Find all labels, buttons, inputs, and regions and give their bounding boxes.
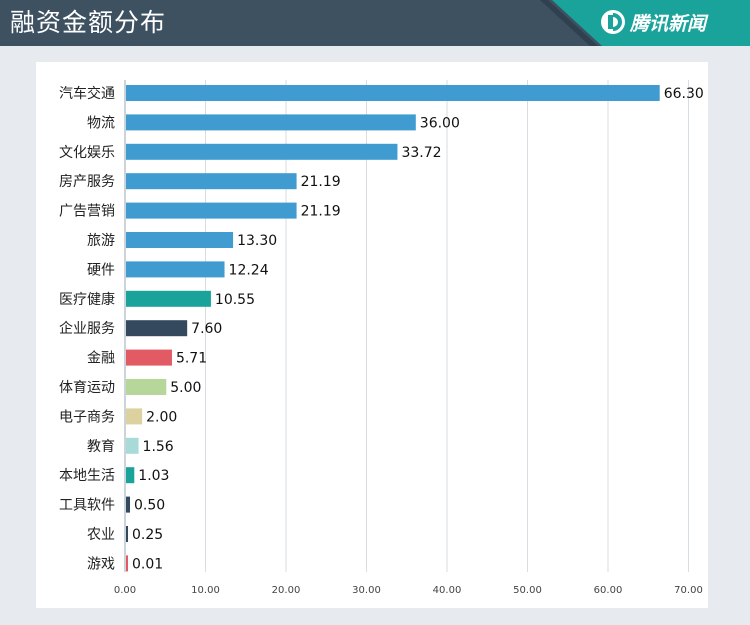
data-label: 36.00: [420, 115, 460, 131]
x-tick-label: 40.00: [433, 585, 462, 596]
category-label: 房产服务: [59, 174, 115, 190]
data-label: 2.00: [146, 409, 177, 425]
data-label: 1.56: [143, 439, 174, 455]
x-tick-label: 20.00: [272, 585, 301, 596]
bar-chart: 0.00 10.00 20.00 30.00 40.00 50.00 60.00 70.00 汽…: [59, 80, 704, 596]
data-label: 21.19: [301, 174, 341, 190]
data-label: 1.03: [138, 468, 169, 484]
brand-name: 腾讯新闻: [630, 12, 707, 35]
bar: [126, 232, 234, 248]
page-title: 融资金额分布: [10, 8, 167, 37]
tencent-news-logo-icon: [601, 10, 625, 34]
chart-panel: 0.00 10.00 20.00 30.00 40.00 50.00 60.00 70.00 汽…: [36, 62, 708, 608]
brand-banner: [540, 0, 750, 46]
category-label: 教育: [87, 439, 115, 455]
category-label: 企业服务: [59, 320, 115, 337]
category-label: 本地生活: [59, 468, 115, 484]
category-label: 汽车交通: [59, 85, 115, 102]
bar: [126, 320, 188, 337]
x-tick-label: 60.00: [594, 585, 623, 596]
x-tick-label: 50.00: [513, 585, 542, 596]
category-label: 电子商务: [59, 409, 115, 425]
bar: [126, 349, 172, 366]
brand-logo: 腾讯新闻: [600, 7, 706, 37]
bar: [126, 555, 128, 572]
bar: [126, 114, 416, 131]
bar: [126, 526, 129, 542]
data-label: 66.30: [664, 86, 704, 102]
bar: [126, 496, 131, 513]
category-label: 旅游: [87, 233, 115, 249]
category-label: 工具软件: [59, 498, 115, 514]
x-tick-label: 70.00: [674, 585, 703, 596]
data-label: 33.72: [401, 145, 441, 161]
category-label: 医疗健康: [59, 291, 115, 308]
category-label: 文化娱乐: [59, 145, 115, 161]
data-label: 0.50: [134, 498, 165, 514]
category-label: 农业: [87, 527, 115, 543]
bar: [126, 379, 167, 395]
bar: [126, 467, 135, 484]
data-label: 21.19: [301, 204, 341, 220]
category-label: 金融: [87, 351, 115, 367]
data-label: 13.30: [237, 233, 277, 249]
x-tick-label: 0.00: [114, 585, 136, 596]
x-tick-label: 10.00: [191, 585, 220, 596]
data-label: 10.55: [215, 292, 255, 308]
data-label: 5.71: [176, 351, 207, 367]
bar: [126, 143, 398, 160]
category-label: 硬件: [87, 262, 115, 278]
bar: [126, 85, 660, 101]
x-tick-label: 30.00: [352, 585, 381, 596]
bar: [126, 173, 297, 190]
bar: [126, 437, 139, 454]
data-label: 0.25: [132, 527, 163, 543]
category-label: 体育运动: [59, 380, 115, 396]
data-label: 5.00: [170, 380, 201, 396]
data-label: 7.60: [191, 321, 222, 337]
category-label: 广告营销: [59, 204, 115, 220]
data-label: 0.01: [132, 556, 163, 572]
data-label: 12.24: [229, 262, 269, 278]
header-bar: 融资金额分布 腾讯新闻: [0, 0, 750, 46]
bar: [126, 408, 143, 425]
bar: [126, 290, 211, 307]
category-label: 游戏: [87, 556, 115, 572]
bar: [126, 261, 225, 278]
category-label: 物流: [87, 115, 115, 131]
bar: [126, 202, 297, 219]
